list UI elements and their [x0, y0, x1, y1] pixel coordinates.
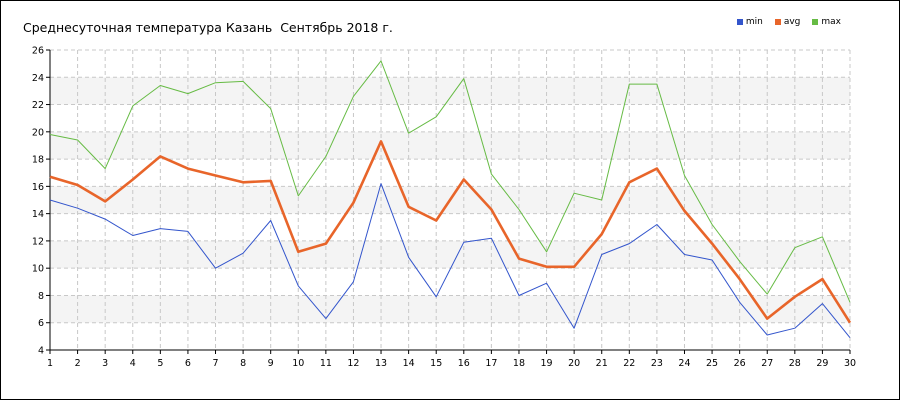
series-line-max	[49, 60, 851, 303]
x-tick-label: 26	[734, 358, 746, 369]
legend: min avg max	[736, 17, 841, 27]
x-tick-label: 24	[678, 358, 690, 369]
x-tick-label: 10	[292, 358, 304, 369]
y-tick-label: 10	[32, 264, 44, 275]
plot-band	[50, 240, 850, 269]
x-tick-label: 30	[844, 358, 856, 369]
chart-title: Среднесуточная температура Казань Сентяб…	[23, 20, 393, 35]
x-tick-label: 19	[541, 358, 553, 369]
y-tick-label: 20	[32, 127, 44, 138]
y-tick-label: 18	[32, 155, 44, 166]
x-tick-label: 7	[212, 358, 218, 369]
x-tick-label: 9	[268, 358, 274, 369]
y-tick-label: 26	[32, 46, 44, 57]
x-tick-label: 1	[47, 358, 53, 369]
legend-label-min: min	[745, 17, 763, 27]
x-tick-label: 25	[706, 358, 718, 369]
x-tick-label: 16	[458, 358, 470, 369]
y-tick-label: 8	[38, 291, 44, 302]
x-tick-label: 2	[75, 358, 81, 369]
legend-label-avg: avg	[783, 17, 801, 27]
plot-band	[50, 77, 850, 105]
x-tick-label: 8	[240, 358, 246, 369]
y-tick-label: 16	[32, 182, 44, 193]
x-tick-label: 22	[623, 358, 635, 369]
plot-band	[50, 295, 850, 323]
legend-swatch-max	[812, 19, 819, 25]
x-tick-label: 3	[102, 358, 108, 369]
legend-swatch-avg	[774, 19, 781, 25]
x-tick-label: 12	[347, 358, 359, 369]
legend-label-max: max	[821, 17, 841, 27]
x-tick-label: 18	[513, 358, 525, 369]
y-tick-label: 6	[38, 318, 44, 329]
x-tick-label: 21	[596, 358, 608, 369]
x-tick-label: 5	[157, 358, 163, 369]
y-tick-label: 14	[32, 209, 44, 220]
y-tick-label: 24	[32, 73, 44, 84]
y-tick-label: 12	[32, 236, 44, 247]
x-tick-label: 27	[761, 358, 773, 369]
x-tick-label: 6	[185, 358, 191, 369]
x-tick-label: 20	[568, 358, 580, 369]
legend-item-avg: avg	[774, 17, 801, 27]
x-tick-label: 13	[375, 358, 387, 369]
x-tick-label: 15	[430, 358, 442, 369]
series-line-avg	[49, 140, 852, 324]
legend-item-min: min	[736, 17, 763, 27]
x-tick-label: 4	[130, 358, 136, 369]
y-tick-label: 22	[32, 100, 44, 111]
x-tick-label: 11	[320, 358, 332, 369]
legend-item-max: max	[812, 17, 841, 27]
x-tick-label: 29	[816, 358, 828, 369]
series-line-min	[49, 183, 851, 339]
x-tick-label: 17	[485, 358, 497, 369]
legend-swatch-min	[736, 19, 743, 25]
plot-band	[50, 131, 850, 160]
y-tick-label: 4	[38, 346, 44, 357]
x-tick-label: 23	[651, 358, 663, 369]
x-tick-label: 28	[789, 358, 801, 369]
x-tick-label: 14	[403, 358, 415, 369]
